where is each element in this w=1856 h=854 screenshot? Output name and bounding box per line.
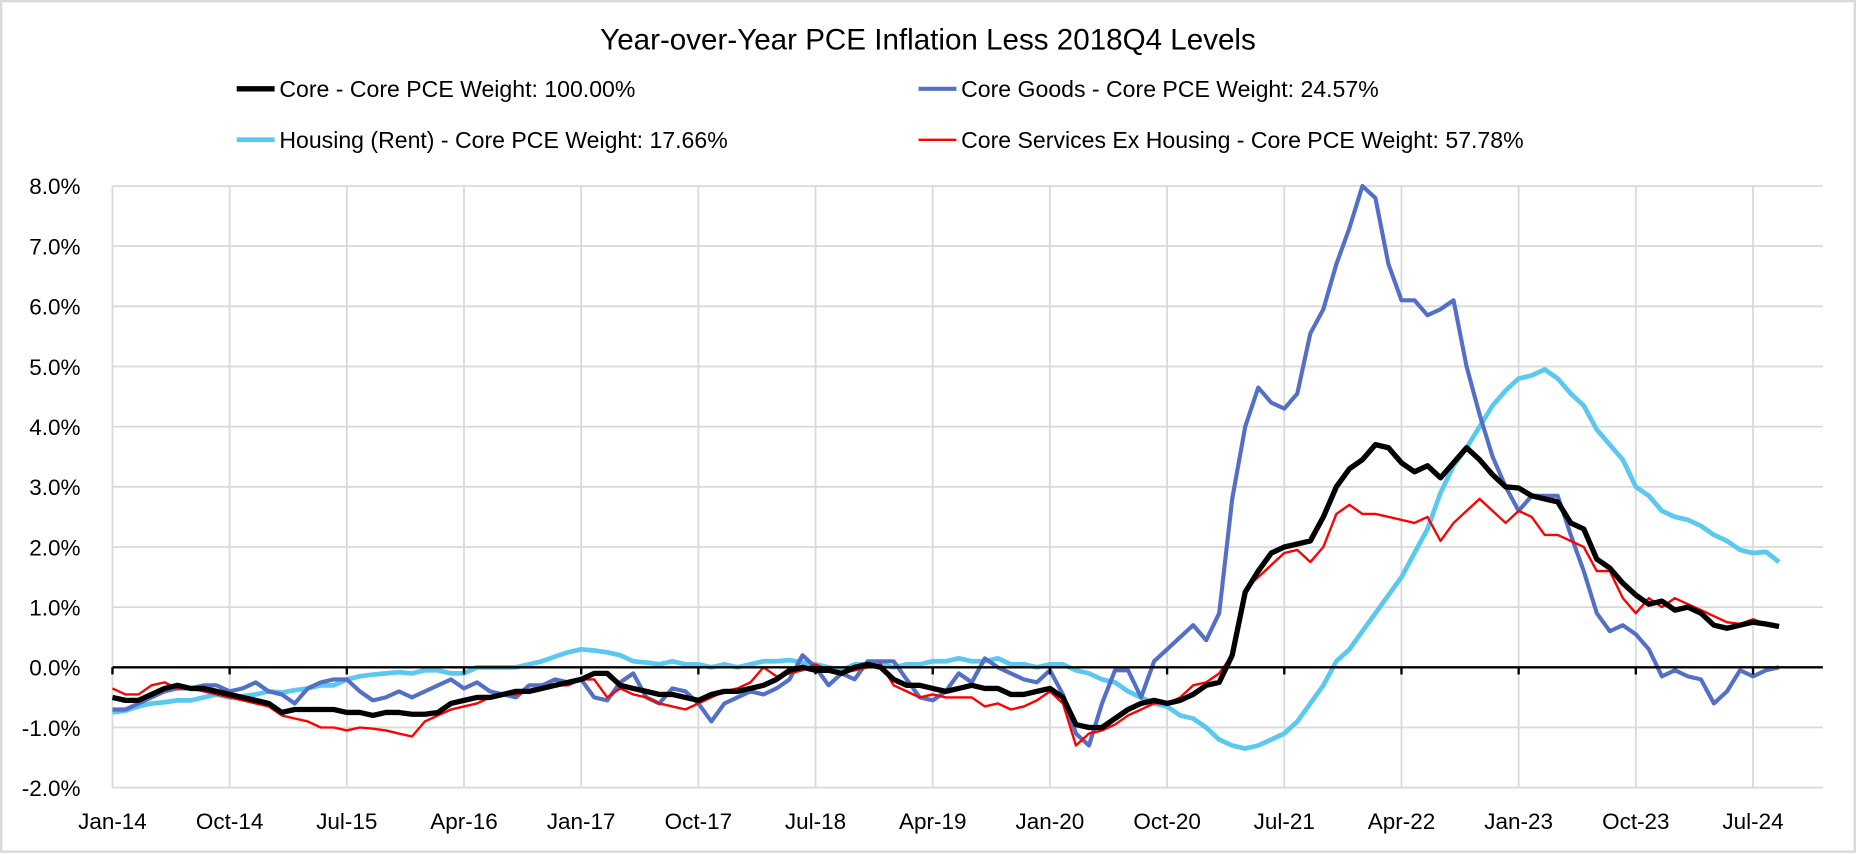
legend: Core - Core PCE Weight: 100.00% Core Good… — [236, 76, 1524, 153]
y-tick-label: 8.0% — [29, 174, 80, 199]
x-tick-label: Oct-23 — [1602, 809, 1669, 834]
y-tick-label: -2.0% — [22, 776, 81, 801]
x-tick-label: Apr-19 — [899, 809, 966, 834]
x-axis-ticks: Jan-14 Oct-14 Jul-15 Apr-16 Jan-17 Oct-17 Jul-… — [78, 809, 1784, 834]
series-line-housing — [112, 367, 1781, 751]
x-tick-label: Jan-17 — [547, 809, 616, 834]
series-lines — [111, 183, 1781, 751]
x-tick-label: Jul-21 — [1254, 809, 1315, 834]
x-tick-label: Jul-15 — [316, 809, 377, 834]
y-tick-label: 0.0% — [29, 656, 80, 681]
x-tick-label: Jul-18 — [785, 809, 846, 834]
x-tick-label: Apr-16 — [430, 809, 497, 834]
y-tick-label: 6.0% — [29, 295, 80, 320]
x-tick-label: Apr-22 — [1368, 809, 1435, 834]
x-tick-label: Oct-17 — [665, 809, 732, 834]
y-tick-label: 7.0% — [29, 234, 80, 259]
zero-axis — [111, 666, 1823, 675]
y-tick-label: 2.0% — [29, 535, 80, 560]
series-line-core-services-ex-housing — [111, 497, 1780, 747]
legend-label: Core - Core PCE Weight: 100.00% — [279, 76, 635, 102]
y-tick-label: 3.0% — [29, 475, 80, 500]
legend-label: Housing (Rent) - Core PCE Weight: 17.66% — [279, 127, 727, 153]
y-axis-ticks: 8.0% 7.0% 6.0% 5.0% 4.0% 3.0% 2.0% 1.0% 0.0% -1.0… — [22, 174, 81, 801]
x-tick-label: Jan-14 — [78, 809, 147, 834]
y-tick-label: 4.0% — [29, 415, 80, 440]
legend-label: Core Services Ex Housing - Core PCE Weig… — [961, 127, 1523, 153]
x-tick-label: Oct-14 — [196, 809, 263, 834]
chart-title: Year-over-Year PCE Inflation Less 2018Q4… — [600, 24, 1256, 57]
y-tick-label: -1.0% — [22, 716, 81, 741]
legend-label: Core Goods - Core PCE Weight: 24.57% — [961, 76, 1379, 102]
y-tick-label: 1.0% — [29, 595, 80, 620]
y-tick-label: 5.0% — [29, 355, 80, 380]
x-tick-label: Jan-23 — [1484, 809, 1553, 834]
x-tick-label: Oct-20 — [1133, 809, 1200, 834]
series-line-core — [111, 441, 1780, 731]
x-tick-label: Jul-24 — [1722, 809, 1783, 834]
x-tick-label: Jan-20 — [1016, 809, 1085, 834]
